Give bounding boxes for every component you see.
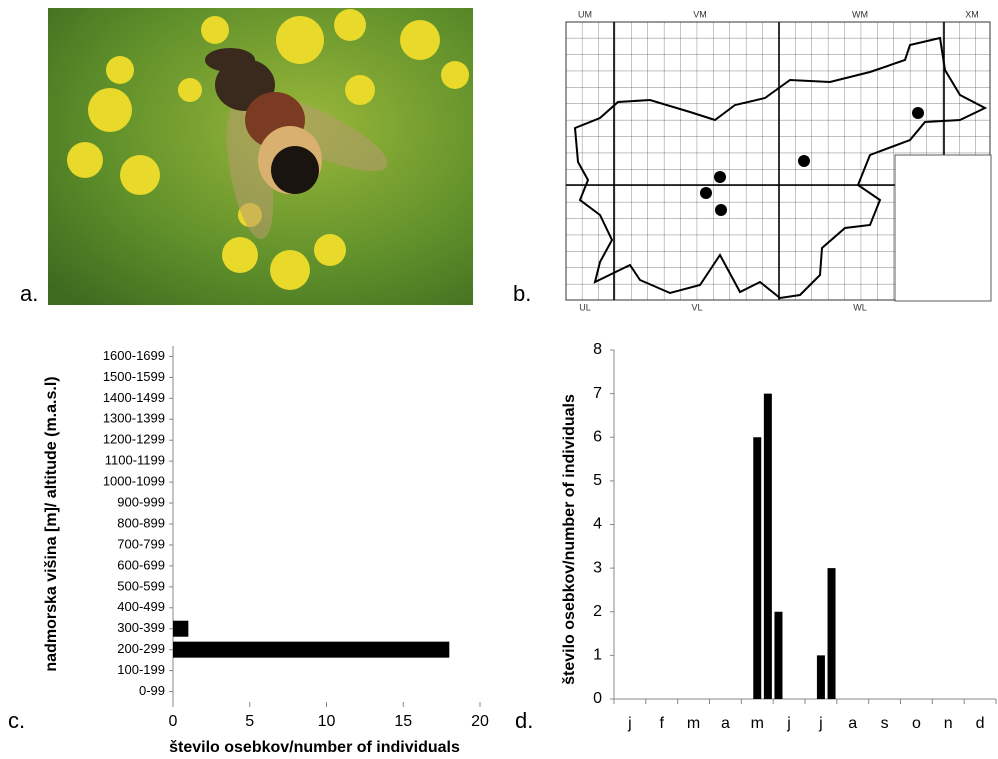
y-tick-label: 200-299 [117, 641, 165, 656]
bar [173, 621, 188, 637]
y-tick-label: 6 [593, 428, 602, 445]
y-tick-label: 1600-1699 [103, 348, 165, 363]
bar [817, 655, 825, 699]
map-grid-label: UL [579, 302, 591, 312]
x-tick-label: j [818, 715, 823, 732]
x-axis-label: število osebkov/number of individuals [169, 739, 460, 756]
y-tick-label: 8 [593, 341, 602, 358]
y-tick-label: 0 [593, 690, 602, 707]
y-tick-label: 7 [593, 385, 602, 402]
y-tick-label: 400-499 [117, 599, 165, 614]
x-tick-label: o [912, 715, 921, 732]
x-tick-label: j [786, 715, 791, 732]
y-tick-label: 2 [593, 603, 602, 620]
x-tick-label: 0 [169, 713, 178, 730]
x-tick-label: 20 [471, 713, 489, 730]
y-tick-label: 1000-1099 [103, 474, 165, 489]
bar [774, 612, 782, 699]
y-tick-label: 100-199 [117, 662, 165, 677]
map-grid-label: WL [853, 302, 867, 312]
y-tick-label: 1 [593, 647, 602, 664]
map-grid-label: WM [852, 9, 868, 19]
y-tick-label: 0-99 [139, 683, 165, 698]
y-tick-label: 700-799 [117, 536, 165, 551]
x-tick-label: 10 [318, 713, 336, 730]
x-tick-label: s [881, 715, 889, 732]
figure: a.b.c.d.UMVMWMXMULVLWL051015200-99100-19… [0, 0, 998, 759]
panel-label: a. [20, 281, 38, 306]
photo [48, 8, 473, 305]
bar [828, 568, 836, 699]
y-tick-label: 3 [593, 559, 602, 576]
y-axis-label: število osebkov/number of individuals [561, 394, 578, 685]
panel-label: d. [515, 708, 533, 733]
x-tick-label: d [976, 715, 985, 732]
y-tick-label: 1400-1499 [103, 390, 165, 405]
x-tick-label: a [848, 715, 857, 732]
x-tick-label: 15 [394, 713, 412, 730]
map-grid-label: VM [693, 9, 707, 19]
y-tick-label: 5 [593, 472, 602, 489]
x-tick-label: f [660, 715, 665, 732]
x-tick-label: m [751, 715, 764, 732]
x-tick-label: n [944, 715, 953, 732]
x-tick-label: m [687, 715, 700, 732]
x-tick-label: j [627, 715, 632, 732]
y-tick-label: 800-899 [117, 515, 165, 530]
y-tick-label: 600-699 [117, 557, 165, 572]
bar [764, 394, 772, 699]
map-grid-label: XM [965, 9, 979, 19]
y-tick-label: 900-999 [117, 494, 165, 509]
map [566, 22, 991, 301]
y-tick-label: 500-599 [117, 578, 165, 593]
bar [753, 437, 761, 699]
panel-label: b. [513, 281, 531, 306]
bar [173, 642, 449, 658]
y-tick-label: 1300-1399 [103, 411, 165, 426]
y-tick-label: 1100-1199 [105, 453, 165, 468]
panel-label: c. [8, 708, 25, 733]
map-grid-label: UM [578, 9, 592, 19]
y-tick-label: 300-399 [117, 620, 165, 635]
y-tick-label: 1500-1599 [103, 369, 165, 384]
map-grid-label: VL [691, 302, 702, 312]
y-axis-label: nadmorska višina [m]/ altitude (m.a.s.l) [43, 376, 60, 671]
y-tick-label: 4 [593, 516, 602, 533]
x-tick-label: a [721, 715, 730, 732]
y-tick-label: 1200-1299 [103, 432, 165, 447]
x-tick-label: 5 [245, 713, 254, 730]
